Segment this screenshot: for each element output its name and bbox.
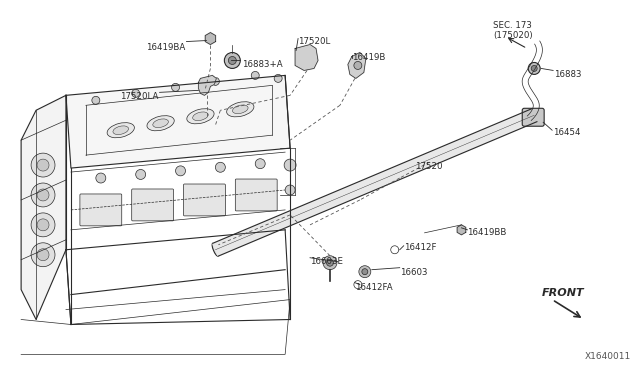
Circle shape bbox=[285, 185, 295, 195]
FancyBboxPatch shape bbox=[522, 108, 544, 126]
Circle shape bbox=[37, 249, 49, 261]
Circle shape bbox=[31, 243, 55, 267]
Circle shape bbox=[255, 159, 265, 169]
Circle shape bbox=[132, 89, 140, 97]
Text: 17520L: 17520L bbox=[298, 36, 330, 45]
Circle shape bbox=[31, 153, 55, 177]
Circle shape bbox=[31, 183, 55, 207]
Circle shape bbox=[228, 57, 236, 64]
FancyBboxPatch shape bbox=[80, 194, 122, 226]
Text: 16419B: 16419B bbox=[352, 52, 385, 61]
Circle shape bbox=[216, 162, 225, 172]
Circle shape bbox=[531, 65, 537, 71]
FancyBboxPatch shape bbox=[184, 184, 225, 216]
Ellipse shape bbox=[531, 109, 538, 122]
Ellipse shape bbox=[193, 112, 208, 121]
Ellipse shape bbox=[147, 116, 174, 131]
Circle shape bbox=[92, 96, 100, 104]
Circle shape bbox=[175, 166, 186, 176]
Ellipse shape bbox=[212, 243, 219, 256]
Text: 16419BB: 16419BB bbox=[467, 228, 507, 237]
Circle shape bbox=[136, 170, 146, 179]
Polygon shape bbox=[21, 95, 66, 320]
Text: 17520LA: 17520LA bbox=[120, 92, 159, 101]
Polygon shape bbox=[348, 52, 366, 78]
Circle shape bbox=[274, 74, 282, 82]
Circle shape bbox=[37, 159, 49, 171]
Text: 16419BA: 16419BA bbox=[147, 42, 186, 52]
Ellipse shape bbox=[107, 123, 134, 138]
Text: 16454: 16454 bbox=[553, 128, 580, 137]
Polygon shape bbox=[212, 109, 537, 256]
Circle shape bbox=[252, 71, 259, 79]
Circle shape bbox=[172, 83, 180, 92]
Polygon shape bbox=[457, 225, 466, 235]
Text: SEC. 173: SEC. 173 bbox=[493, 20, 532, 30]
Circle shape bbox=[225, 52, 240, 68]
Ellipse shape bbox=[153, 119, 168, 128]
Ellipse shape bbox=[232, 105, 248, 113]
Polygon shape bbox=[295, 45, 318, 70]
FancyBboxPatch shape bbox=[236, 179, 277, 211]
Circle shape bbox=[211, 77, 220, 86]
Text: X1640011: X1640011 bbox=[584, 352, 631, 361]
Polygon shape bbox=[198, 76, 216, 95]
Circle shape bbox=[37, 219, 49, 231]
Circle shape bbox=[31, 213, 55, 237]
Circle shape bbox=[354, 61, 362, 70]
Text: (175020): (175020) bbox=[493, 31, 533, 39]
Circle shape bbox=[362, 269, 368, 275]
Circle shape bbox=[528, 62, 540, 74]
Circle shape bbox=[37, 189, 49, 201]
Polygon shape bbox=[66, 76, 290, 168]
Text: 16883+A: 16883+A bbox=[243, 61, 283, 70]
Circle shape bbox=[323, 256, 337, 270]
Ellipse shape bbox=[113, 126, 129, 135]
Polygon shape bbox=[205, 33, 216, 45]
Ellipse shape bbox=[227, 102, 254, 117]
Text: 16883: 16883 bbox=[554, 70, 582, 80]
Text: 16412F: 16412F bbox=[404, 243, 436, 252]
Circle shape bbox=[284, 159, 296, 171]
Circle shape bbox=[96, 173, 106, 183]
Text: 16412FA: 16412FA bbox=[355, 283, 392, 292]
Circle shape bbox=[359, 266, 371, 278]
Circle shape bbox=[326, 259, 333, 266]
FancyBboxPatch shape bbox=[132, 189, 173, 221]
Text: 17520: 17520 bbox=[415, 162, 442, 171]
Text: FRONT: FRONT bbox=[542, 288, 585, 298]
Text: 16603E: 16603E bbox=[310, 257, 343, 266]
Ellipse shape bbox=[187, 109, 214, 124]
Text: 16603: 16603 bbox=[400, 268, 428, 277]
